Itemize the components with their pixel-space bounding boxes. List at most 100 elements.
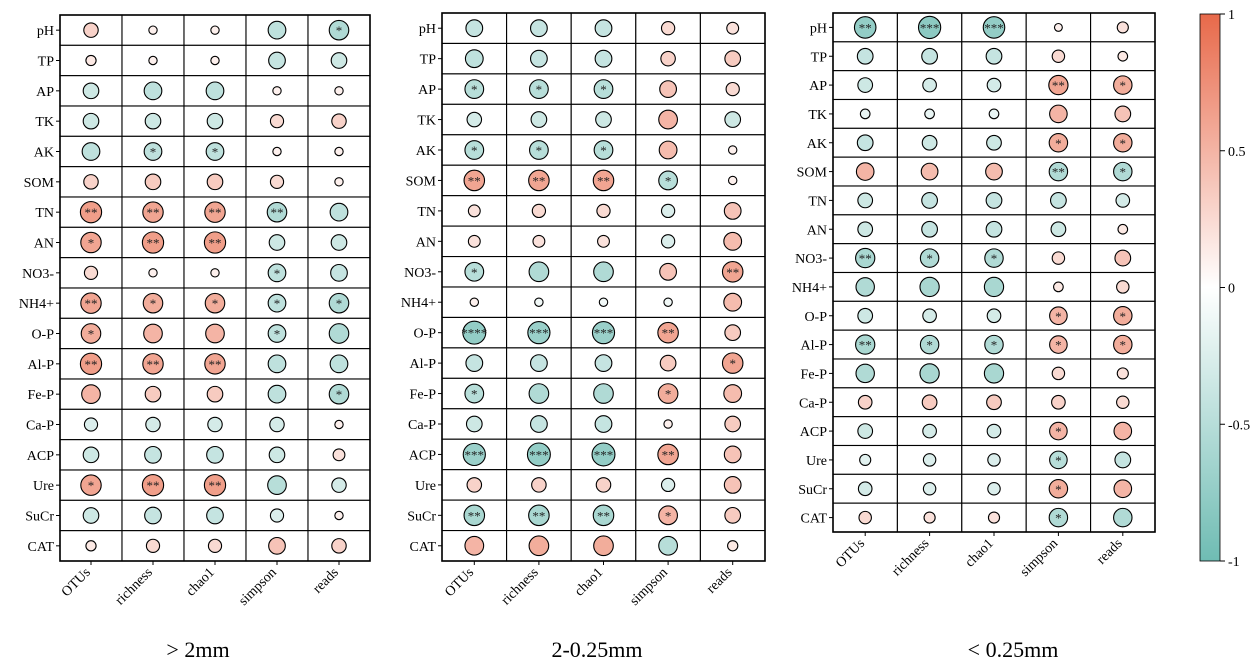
- column-label: richness: [113, 565, 156, 608]
- correlation-circle: [595, 477, 612, 493]
- colorbar-tick-label: -1: [1228, 555, 1240, 570]
- correlation-circle: [144, 112, 162, 130]
- correlation-circle: [267, 20, 287, 40]
- row-label: CAT: [410, 540, 437, 555]
- correlation-circle: [329, 354, 349, 374]
- correlation-circle: [594, 354, 613, 373]
- significance-label: **: [147, 236, 160, 251]
- significance-label: ***: [594, 447, 614, 462]
- correlation-circle: [465, 354, 484, 373]
- row-label: NO3-: [795, 252, 827, 267]
- correlation-circle: [528, 504, 550, 527]
- correlation-circle: [857, 77, 874, 93]
- row-label: Ca-P: [408, 418, 436, 433]
- correlation-circle: [859, 453, 872, 467]
- correlation-circle: [142, 292, 164, 314]
- correlation-circle: [85, 540, 97, 552]
- correlation-circle: [658, 505, 678, 526]
- correlation-circle: [463, 504, 486, 527]
- correlation-circle: [526, 442, 551, 467]
- correlation-circle: [986, 134, 1002, 151]
- correlation-circle: [210, 55, 220, 66]
- significance-label: *: [88, 327, 95, 342]
- significance-label: **: [468, 173, 481, 188]
- correlation-circle: [593, 79, 614, 100]
- row-label: O-P: [413, 327, 436, 342]
- correlation-circle: [81, 384, 101, 405]
- correlation-circle: [721, 352, 744, 374]
- significance-label: *: [274, 266, 281, 281]
- correlation-circle: [532, 234, 546, 248]
- significance-label: *: [665, 173, 672, 188]
- panel-1: ** *** ** ** *** ** ***** * * * ** *** ** **** ** **pHT…: [19, 14, 371, 662]
- correlation-circle: [988, 108, 1000, 120]
- significance-label: **: [85, 357, 98, 372]
- correlation-circle: [331, 538, 347, 554]
- correlation-circle: [594, 415, 613, 433]
- correlation-circle: [80, 231, 102, 254]
- correlation-circle: [724, 324, 742, 342]
- significance-label: ***: [984, 20, 1004, 35]
- row-label: Al-P: [28, 358, 55, 373]
- significance-label: **: [85, 205, 98, 220]
- significance-label: *: [729, 356, 736, 371]
- correlation-circle: [920, 162, 939, 181]
- grid-cell: [832, 70, 898, 101]
- row-label: ACP: [800, 425, 827, 440]
- correlation-circle: [983, 363, 1005, 384]
- correlation-circle: [857, 307, 874, 324]
- correlation-circle: [529, 49, 548, 68]
- row-label: Al-P: [410, 357, 437, 372]
- significance-label: *: [471, 82, 478, 97]
- correlation-circle: [329, 202, 349, 222]
- correlation-circle: [465, 415, 483, 433]
- significance-label: *: [88, 478, 95, 493]
- significance-label: **: [209, 236, 222, 251]
- correlation-circle: [917, 15, 942, 40]
- significance-label: *: [1120, 338, 1127, 353]
- correlation-circle: [269, 416, 285, 433]
- correlation-circle: [663, 297, 673, 307]
- correlation-circle: [658, 170, 678, 191]
- row-label: Fe-P: [28, 388, 55, 403]
- correlation-circle: [594, 49, 613, 68]
- correlation-circle: [80, 292, 102, 314]
- significance-label: *: [536, 143, 543, 158]
- correlation-circle: [985, 220, 1003, 238]
- correlation-circle: [531, 203, 547, 219]
- correlation-circle: [210, 25, 220, 35]
- correlation-circle: [923, 511, 936, 524]
- correlation-circle: [79, 352, 103, 375]
- correlation-circle: [82, 82, 100, 100]
- correlation-circle: [207, 538, 223, 553]
- column-label: OTUs: [59, 565, 94, 600]
- correlation-circle: [1049, 421, 1068, 441]
- correlation-circle: [853, 16, 877, 39]
- correlation-circle: [984, 334, 1004, 355]
- correlation-circle: [1049, 192, 1067, 209]
- correlation-circle: [528, 261, 550, 283]
- correlation-circle: [330, 263, 348, 282]
- correlation-circle: [1048, 478, 1069, 499]
- correlation-circle: [1115, 193, 1131, 208]
- correlation-circle: [1113, 507, 1133, 528]
- correlation-circle: [658, 535, 678, 556]
- correlation-circle: [724, 50, 742, 68]
- significance-label: **: [662, 326, 675, 341]
- row-label: AK: [34, 146, 54, 161]
- row-label: O-P: [804, 310, 827, 325]
- correlation-circle: [921, 394, 938, 411]
- correlation-circle: [724, 111, 742, 128]
- significance-label: *: [336, 296, 343, 311]
- correlation-circle: [593, 140, 614, 160]
- significance-label: *: [600, 82, 607, 97]
- row-label: Fe-P: [410, 388, 437, 403]
- correlation-circle: [143, 81, 163, 101]
- correlation-circle: [142, 201, 164, 223]
- significance-label: *: [1120, 165, 1127, 180]
- significance-label: **: [859, 20, 872, 35]
- correlation-circle: [79, 201, 103, 224]
- correlation-circle: [723, 445, 742, 464]
- significance-label: *: [336, 23, 343, 38]
- significance-label: **: [859, 338, 872, 353]
